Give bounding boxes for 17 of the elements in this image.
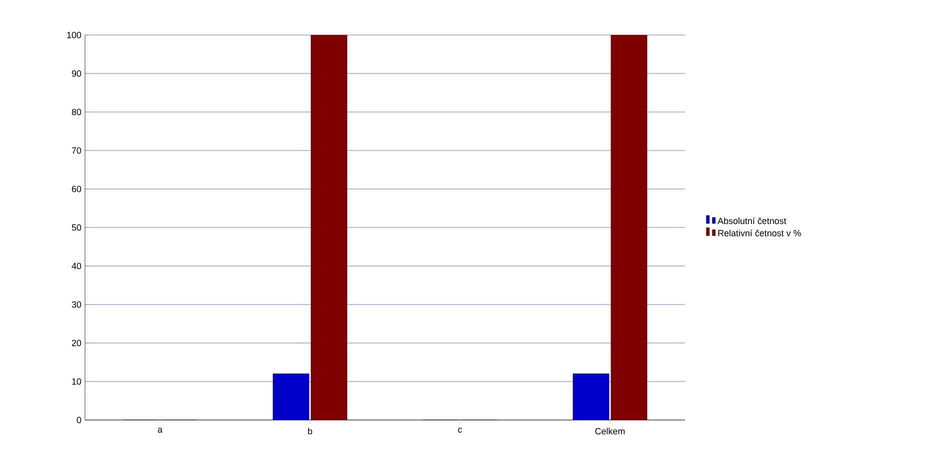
y-tick-label: 60: [72, 186, 82, 192]
y-tick-label: 0: [76, 416, 82, 424]
x-tick-label: b: [308, 428, 312, 434]
y-tick-label: 10: [72, 378, 82, 385]
y-tick-label: 50: [72, 224, 82, 231]
legend-label: Relativní četnost v %: [718, 230, 801, 236]
legend-label: Absolutní četnost: [718, 217, 786, 224]
x-tick-label: c: [458, 428, 462, 433]
y-tick-label: 80: [72, 108, 82, 116]
y-tick-label: 30: [72, 301, 82, 308]
y-tick-label: 90: [72, 70, 82, 77]
x-tick-label: a: [158, 428, 162, 433]
x-tick-label: Celkem: [595, 428, 625, 434]
y-tick-label: 40: [72, 262, 82, 270]
y-tick-label: 100: [67, 32, 82, 38]
y-tick-label: 20: [72, 340, 82, 346]
y-tick-label: 70: [72, 147, 82, 154]
